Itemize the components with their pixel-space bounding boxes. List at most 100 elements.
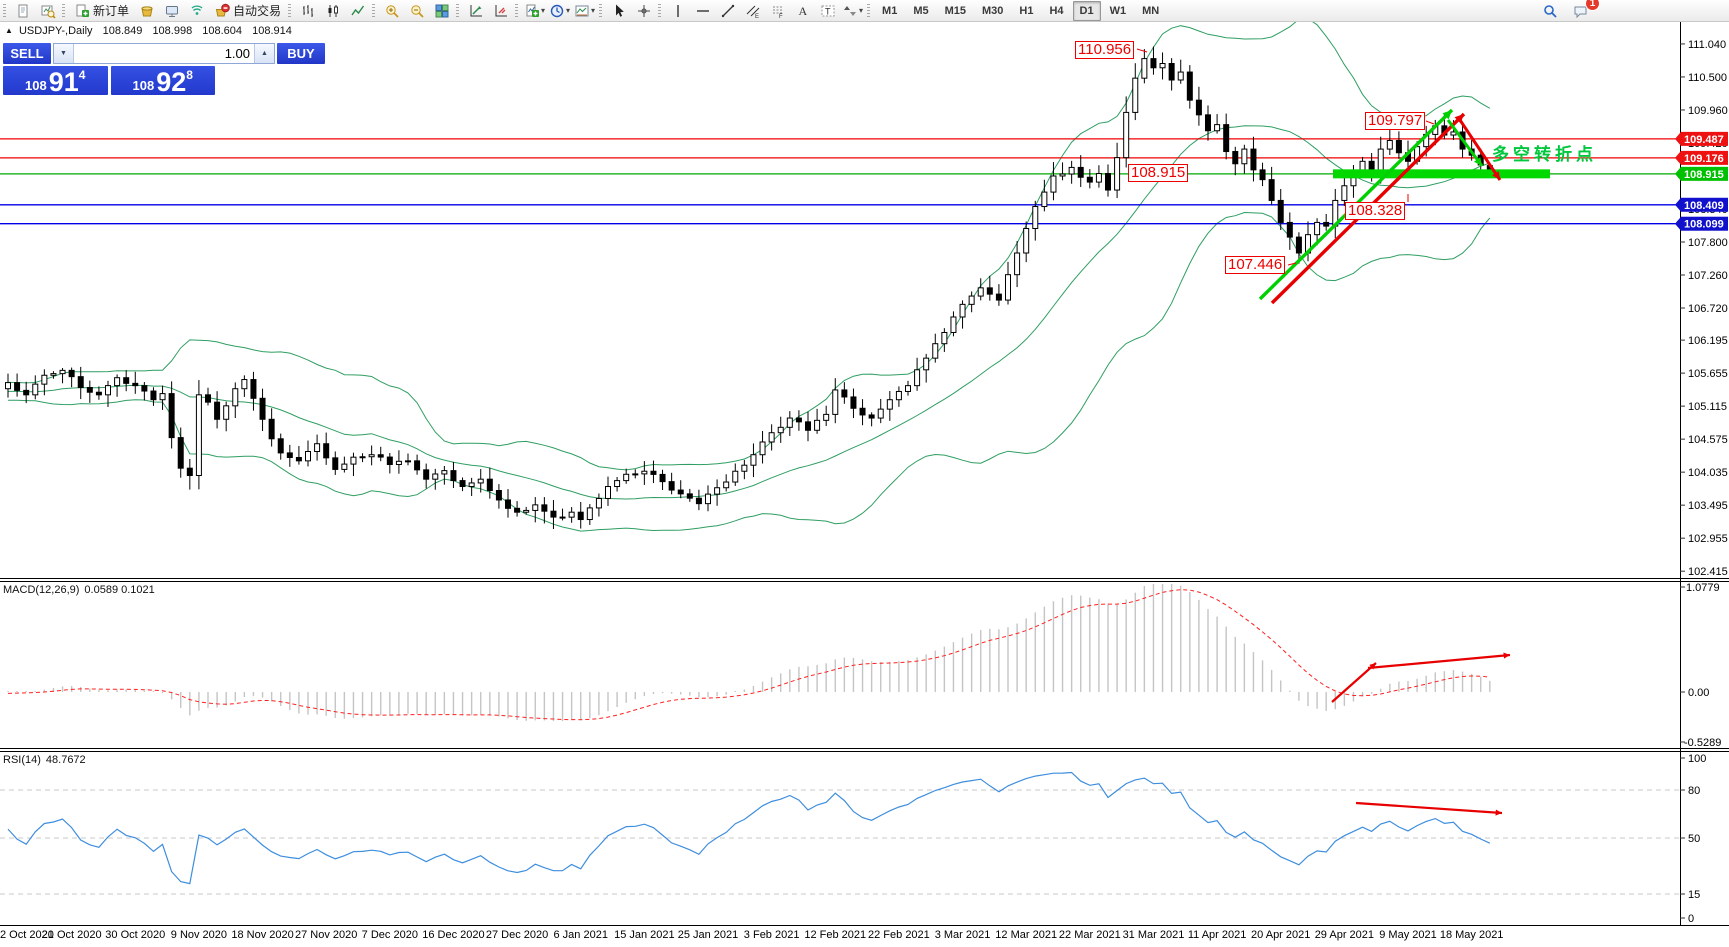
periods-button[interactable]: ▾ [547,0,572,22]
svg-text:E: E [755,14,759,19]
templates-button[interactable]: ▾ [572,0,597,22]
vertical-line-button[interactable] [665,0,690,22]
sell-price-box[interactable]: 108 91 4 [3,66,108,97]
text-button[interactable]: A [790,0,815,22]
zoom-out-icon [409,3,425,19]
svg-text:103.495: 103.495 [1688,500,1728,512]
toolbar-grip [288,3,292,18]
crosshair-button[interactable] [631,0,656,22]
shapes-icon [842,3,858,19]
sell-price-main: 91 [48,67,79,97]
add-indicator-button[interactable]: ▾ [522,0,547,22]
chevron-down-icon[interactable]: ▾ [859,6,864,15]
svg-text:110.500: 110.500 [1688,72,1727,84]
cursor-button[interactable] [606,0,631,22]
macd-layer [7,584,1491,722]
zoom-in-icon [384,3,400,19]
volume-decrease-button[interactable]: ▼ [54,44,74,63]
zoom-out-button[interactable] [404,0,429,22]
timeframe-w1[interactable]: W1 [1109,4,1127,17]
svg-text:80: 80 [1688,785,1700,797]
price-annotation-label: 107.446 [1225,256,1286,274]
toolbar-grip [456,3,460,18]
svg-text:11 Apr 2021: 11 Apr 2021 [1188,929,1247,941]
annotation-leaders [1136,48,1435,266]
bars-icon [300,3,316,19]
text-label-button[interactable]: T [815,0,840,22]
buy-button[interactable]: BUY [277,43,325,64]
terminal-button[interactable] [159,0,184,22]
zoom-in-button[interactable] [379,0,404,22]
svg-text:108.409: 108.409 [1684,200,1724,212]
volume-input[interactable] [74,44,254,63]
search-icon[interactable] [1537,0,1562,22]
history-center-button[interactable] [134,0,159,22]
document-button[interactable] [10,0,35,22]
signals-button[interactable] [184,0,209,22]
price-annotation-label: 109.797 [1365,112,1426,130]
candlestick-chart-button[interactable] [320,0,345,22]
equidistant-channel-button[interactable]: E [740,0,765,22]
autotrade-icon [214,3,230,19]
svg-text:107.260: 107.260 [1688,270,1728,282]
auto-trading-label: 自动交易 [233,4,282,18]
bar-chart-button[interactable] [295,0,320,22]
timeframe-m30[interactable]: M30 [982,4,1004,17]
timeframe-m1[interactable]: M1 [882,4,898,17]
rsi-axis: 100 80 50 15 0 [1680,753,1706,925]
price-badges: 109.487 109.176 108.915 108.409 108.099 [1675,131,1728,231]
svg-text:1.0779: 1.0779 [1686,582,1720,594]
horizontal-lines-layer [0,138,1680,225]
svg-text:100: 100 [1688,753,1706,765]
timeframe-m5[interactable]: M5 [913,4,929,17]
toolbar-grip [62,3,65,18]
rsi-layer [0,771,1680,895]
candlesticks-layer [5,46,1493,530]
arrows-button[interactable]: ▾ [840,0,865,22]
chat-icon[interactable]: 1 [1568,0,1600,22]
volume-increase-button[interactable]: ▲ [254,44,274,63]
chevron-down-icon[interactable]: ▾ [591,6,596,15]
sell-button[interactable]: SELL [3,43,51,64]
main-toolbar: 新订单 自动交易 ▾ ▾ ▾ E F A T ▾ M1 M5 M15 M30 H1 H4 D1 W1 MN 1 [0,0,1729,22]
timeframe-h4[interactable]: H4 [1049,4,1064,17]
timeframe-mn[interactable]: MN [1142,4,1160,17]
macd-indicator-label: MACD(12,26,9) 0.0589 0.1021 [3,584,155,596]
chevron-down-icon[interactable]: ▾ [566,6,571,15]
data-window-button[interactable] [488,0,513,22]
svg-text:3 Feb 2021: 3 Feb 2021 [744,929,800,941]
svg-text:F: F [779,14,783,19]
horizontal-line-icon [695,3,711,19]
highlight-layer [1333,169,1550,179]
chart-search-icon [40,3,56,19]
horizontal-line-button[interactable] [690,0,715,22]
timeframe-h1[interactable]: H1 [1019,4,1034,17]
collapse-triangle-icon[interactable]: ▲ [5,26,13,35]
notification-badge[interactable]: 1 [1585,0,1600,11]
buy-price-bigfigure: 108 [132,78,155,93]
svg-text:16 Dec 2020: 16 Dec 2020 [422,929,484,941]
trendline-button[interactable] [715,0,740,22]
pane-borders [0,22,1729,926]
new-order-button[interactable]: 新订单 [69,0,134,22]
ohlc-close: 108.914 [252,25,292,37]
chevron-down-icon[interactable]: ▾ [541,6,546,15]
fibonacci-icon: F [770,3,786,19]
fibonacci-button[interactable]: F [765,0,790,22]
candles-icon [325,3,341,19]
profile-up-icon [468,3,484,19]
open-chart-button[interactable] [35,0,60,22]
line-chart-button[interactable] [345,0,370,22]
buy-price-box[interactable]: 108 92 8 [110,66,215,97]
svg-text:106.720: 106.720 [1688,303,1728,315]
auto-trading-button[interactable]: 自动交易 [209,0,286,22]
timeframe-m15[interactable]: M15 [944,4,966,17]
tile-windows-button[interactable] [429,0,454,22]
svg-text:18 May 2021: 18 May 2021 [1440,929,1504,941]
indicators-window-button[interactable] [463,0,488,22]
svg-text:29 Apr 2021: 29 Apr 2021 [1315,929,1374,941]
buy-price-main: 92 [156,67,187,97]
timeframe-d1[interactable]: D1 [1072,0,1101,21]
svg-text:109.487: 109.487 [1684,134,1724,146]
